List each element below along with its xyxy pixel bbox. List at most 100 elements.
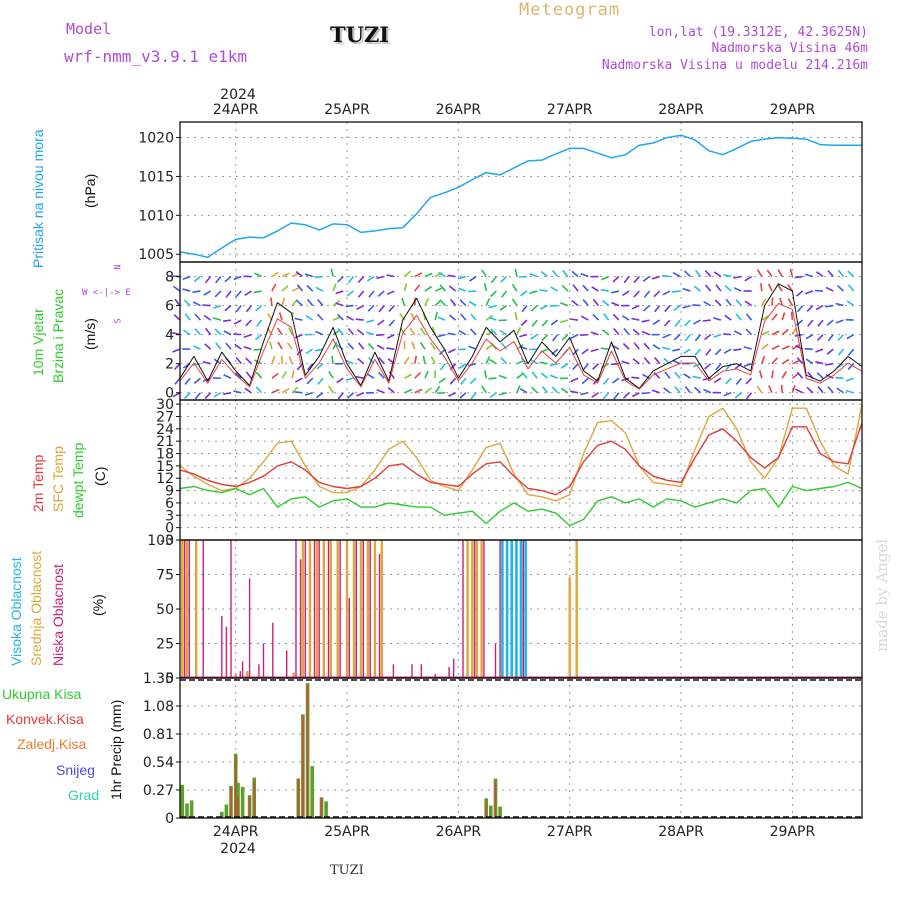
wind-arrow [347,342,355,350]
wind-arrow [570,333,579,340]
wind-arrow [623,276,630,284]
y-tick-label: 0.54 [143,755,174,771]
wind-arrow [787,298,794,306]
wind-arrow [771,370,774,379]
wind-arrow [771,313,778,321]
wind-arrow [328,385,334,394]
wind-arrow [745,377,753,385]
mid-cloud-bar [336,540,339,678]
wind-arrow [734,363,742,370]
low-cloud-bar [239,671,241,678]
mid-cloud-bar [380,540,383,678]
wind-arrow [213,304,222,309]
wind-arrow [631,392,640,398]
wind-arrow [674,386,681,394]
lonlat-label: lon,lat (19.3312E, 42.3625N) [648,25,868,40]
wind-arrow [652,344,661,350]
wind-arrow [760,283,763,292]
wind-arrow [814,289,824,292]
year-bottom: 2024 [220,841,256,857]
y-tick-label: 27 [156,409,174,425]
wind-arrow [516,385,521,394]
wind-arrow [531,386,538,394]
y-tick-label: 6 [165,496,174,512]
wind-arrow [224,304,232,312]
low-cloud-bar [241,661,244,678]
wind-arrow [356,392,365,397]
wind-arrow [214,328,222,336]
low-cloud-bar [392,664,395,678]
low-cloud-bar [230,540,232,678]
wind-arrow [641,391,650,395]
wind-arrow [643,290,651,298]
wind-arrow [714,299,722,307]
wind-arrow [612,313,620,321]
wind-arrow [192,301,201,307]
wind-arrow [222,319,232,322]
wind-arrow [601,329,610,336]
x-tick-label-top: 24APR [213,102,259,118]
wind-arrow [437,333,446,338]
y-tick-label: 12 [156,471,174,487]
low-cloud-bar [262,643,265,678]
wind-arrow [704,334,712,341]
wind-arrow [613,392,620,400]
wind-arrow [401,297,406,306]
wind-arrow [561,284,569,292]
wind-arrow [438,377,446,384]
wind-arrow [488,304,497,309]
high-cloud-bar [519,540,523,678]
wind-arrow [233,333,242,336]
wind-arrow [664,371,671,379]
wind-arrow [580,391,589,396]
wind-arrow [355,318,364,321]
wind-arrow [653,372,661,379]
wind-arrow [316,313,324,321]
wind-arrow [837,269,845,278]
wind-arrow [204,343,212,350]
wind-arrow [194,328,202,336]
low-cloud-bar [183,540,186,678]
wind-arrow [295,271,303,278]
wind-arrow [182,275,191,281]
wind-arrow [642,275,650,282]
wind-arrow [414,272,423,278]
wind-arrow [235,356,242,365]
wind-arrow [270,297,273,306]
wind-arrow [184,377,191,385]
wind-arrow [723,391,732,397]
wind-arrow [281,285,289,292]
mid-cloud-bar [568,577,571,678]
wind-arrow [499,329,508,336]
wind-arrow [357,290,365,298]
wind-arrow [499,304,508,311]
wind-arrow [826,319,834,326]
wind-arrow [291,286,300,292]
low-cloud-bar [313,540,316,678]
wind-arrow [438,271,446,278]
wind-arrow [386,333,395,340]
conv-rain-bar [237,797,239,818]
wind-arrow [694,334,702,342]
wind-arrow [460,377,467,385]
wind-arrow [602,377,610,385]
wind-arrow [235,305,242,313]
mid-cloud-bar [322,540,325,678]
wind-arrow [304,391,313,396]
wind-arrow [244,290,252,296]
low-cloud-bar [258,664,260,678]
wind-arrow [796,305,804,313]
wind-arrow [654,305,661,313]
wind-arrow [449,298,457,307]
wind-arrow [611,301,620,307]
y-tick-label: 21 [156,434,174,450]
wind-arrow [254,359,263,365]
wind-arrow [827,386,834,394]
wind-arrow [663,319,671,327]
low-cloud-bar [327,540,330,678]
wind-arrow [661,274,671,278]
wind-arrow [500,342,508,350]
wind-arrow [631,376,640,380]
wind-arrow [815,304,824,311]
wind-arrow [294,317,303,321]
